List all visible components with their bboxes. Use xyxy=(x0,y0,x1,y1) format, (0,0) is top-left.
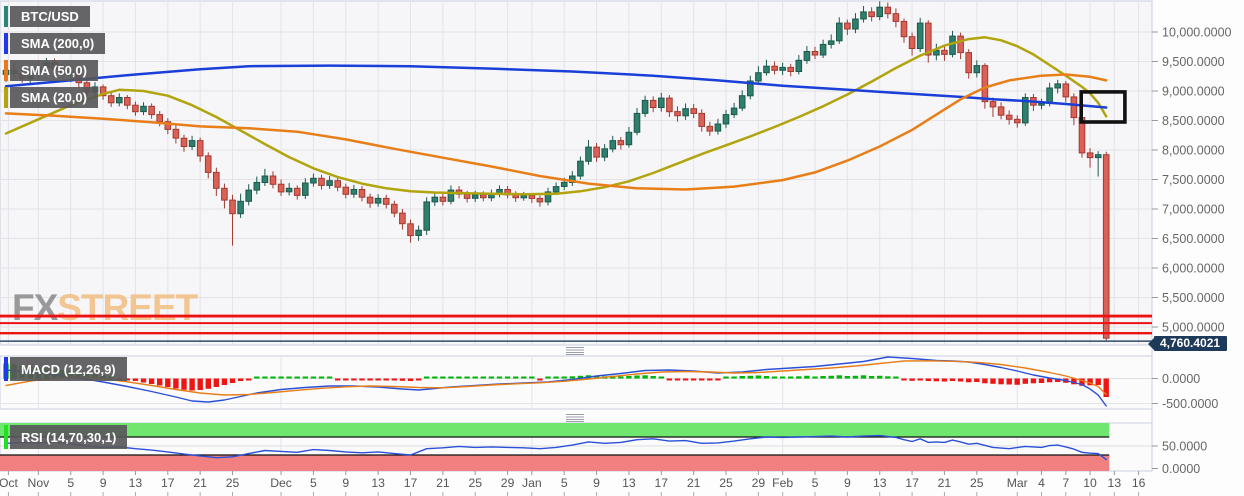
x-axis-label: 25 xyxy=(970,476,984,490)
x-axis-label: 17 xyxy=(161,476,175,490)
x-axis-label: Mar xyxy=(1007,476,1028,490)
x-axis-label: 5 xyxy=(310,476,317,490)
sma200-label: SMA (200,0) xyxy=(10,33,106,54)
sma20-label: SMA (20,0) xyxy=(10,87,98,108)
macd-label: MACD (12,26,9) xyxy=(10,357,127,381)
x-axis-label: 21 xyxy=(436,476,450,490)
sma50-label-badge[interactable]: SMA (50,0) xyxy=(4,60,98,81)
x-axis-label: 9 xyxy=(593,476,600,490)
price-axis-label: 5,500.0000 xyxy=(1162,291,1225,305)
x-axis-label: 10 xyxy=(1083,476,1097,490)
watermark-street-text: STREET xyxy=(57,287,198,328)
symbol-label: BTC/USD xyxy=(10,6,90,27)
rsi-label: RSI (14,70,30,1) xyxy=(10,425,128,449)
fxstreet-watermark: FXSTREET xyxy=(12,287,198,328)
symbol-label-badge[interactable]: BTC/USD xyxy=(4,6,90,27)
x-axis-label: 7 xyxy=(1062,476,1069,490)
x-axis-label: 5 xyxy=(67,476,74,490)
rsi-label-badge[interactable]: RSI (14,70,30,1) xyxy=(4,425,128,449)
x-axis-label: 13 xyxy=(129,476,143,490)
x-axis-label: 5 xyxy=(561,476,568,490)
x-axis-label: 29 xyxy=(752,476,766,490)
symbol-color-chip xyxy=(4,6,8,27)
x-axis-label: Dec xyxy=(270,476,292,490)
x-axis-label: 9 xyxy=(100,476,107,490)
last-price-badge: 4,760.4021 xyxy=(1147,336,1228,351)
x-axis-label: 13 xyxy=(873,476,887,490)
x-axis-label: 13 xyxy=(1108,476,1122,490)
rsi-panel xyxy=(0,422,1153,472)
x-axis-label: Jan xyxy=(522,476,542,490)
price-axis-label: 6,000.0000 xyxy=(1162,262,1225,276)
price-axis-label: 9,000.0000 xyxy=(1162,85,1225,99)
rsi-color-chip xyxy=(4,425,8,449)
x-axis-label: 25 xyxy=(226,476,240,490)
x-axis-label: Feb xyxy=(772,476,793,490)
macd-panel xyxy=(0,355,1153,410)
x-axis-label: 13 xyxy=(371,476,385,490)
price-axis-label: 8,500.0000 xyxy=(1162,114,1225,128)
sma50-color-chip xyxy=(4,60,8,81)
x-axis-label: Nov xyxy=(28,476,51,490)
sma200-label-badge[interactable]: SMA (200,0) xyxy=(4,33,106,54)
rsi-panel-resize-grip[interactable] xyxy=(566,414,584,422)
watermark-fx-text: FX xyxy=(12,287,58,328)
x-axis-label: 17 xyxy=(655,476,669,490)
sma50-label: SMA (50,0) xyxy=(10,60,98,81)
price-axis-label: 9,500.0000 xyxy=(1162,55,1225,69)
price-axis-label: 7,000.0000 xyxy=(1162,203,1225,217)
price-axis-label: 5,000.0000 xyxy=(1162,321,1225,335)
x-axis-label: 21 xyxy=(687,476,701,490)
x-axis-label: 21 xyxy=(193,476,207,490)
x-axis-label: 5 xyxy=(812,476,819,490)
x-axis-label: 21 xyxy=(938,476,952,490)
sma20-color-chip xyxy=(4,87,8,108)
macd-color-chip xyxy=(4,357,8,381)
macd-axis-label: -500.0000 xyxy=(1162,397,1218,411)
x-axis-label: 25 xyxy=(719,476,733,490)
price-axis-label: 10,000.0000 xyxy=(1162,26,1232,40)
x-axis-label: 17 xyxy=(905,476,919,490)
sma200-color-chip xyxy=(4,33,8,54)
x-axis-label: 9 xyxy=(844,476,851,490)
price-axis-label: 8,000.0000 xyxy=(1162,144,1225,158)
x-axis-label: 9 xyxy=(342,476,349,490)
sma20-label-badge[interactable]: SMA (20,0) xyxy=(4,87,98,108)
rsi-axis-label: 50.0000 xyxy=(1162,440,1207,454)
x-axis-label: 13 xyxy=(622,476,636,490)
x-axis-label: 29 xyxy=(501,476,515,490)
macd-label-badge[interactable]: MACD (12,26,9) xyxy=(4,357,127,381)
macd-panel-resize-grip[interactable] xyxy=(566,347,584,355)
rsi-axis-label: 0.0000 xyxy=(1162,462,1200,476)
x-axis-label: 16 xyxy=(1132,476,1146,490)
x-axis-label: 25 xyxy=(468,476,482,490)
x-axis-label: 4 xyxy=(1038,476,1045,490)
macd-axis-label: 0.0000 xyxy=(1162,372,1200,386)
price-axis-label: 6,500.0000 xyxy=(1162,232,1225,246)
x-axis-label: Oct xyxy=(0,476,19,490)
x-axis-label: 17 xyxy=(404,476,418,490)
price-axis-label: 7,500.0000 xyxy=(1162,173,1225,187)
